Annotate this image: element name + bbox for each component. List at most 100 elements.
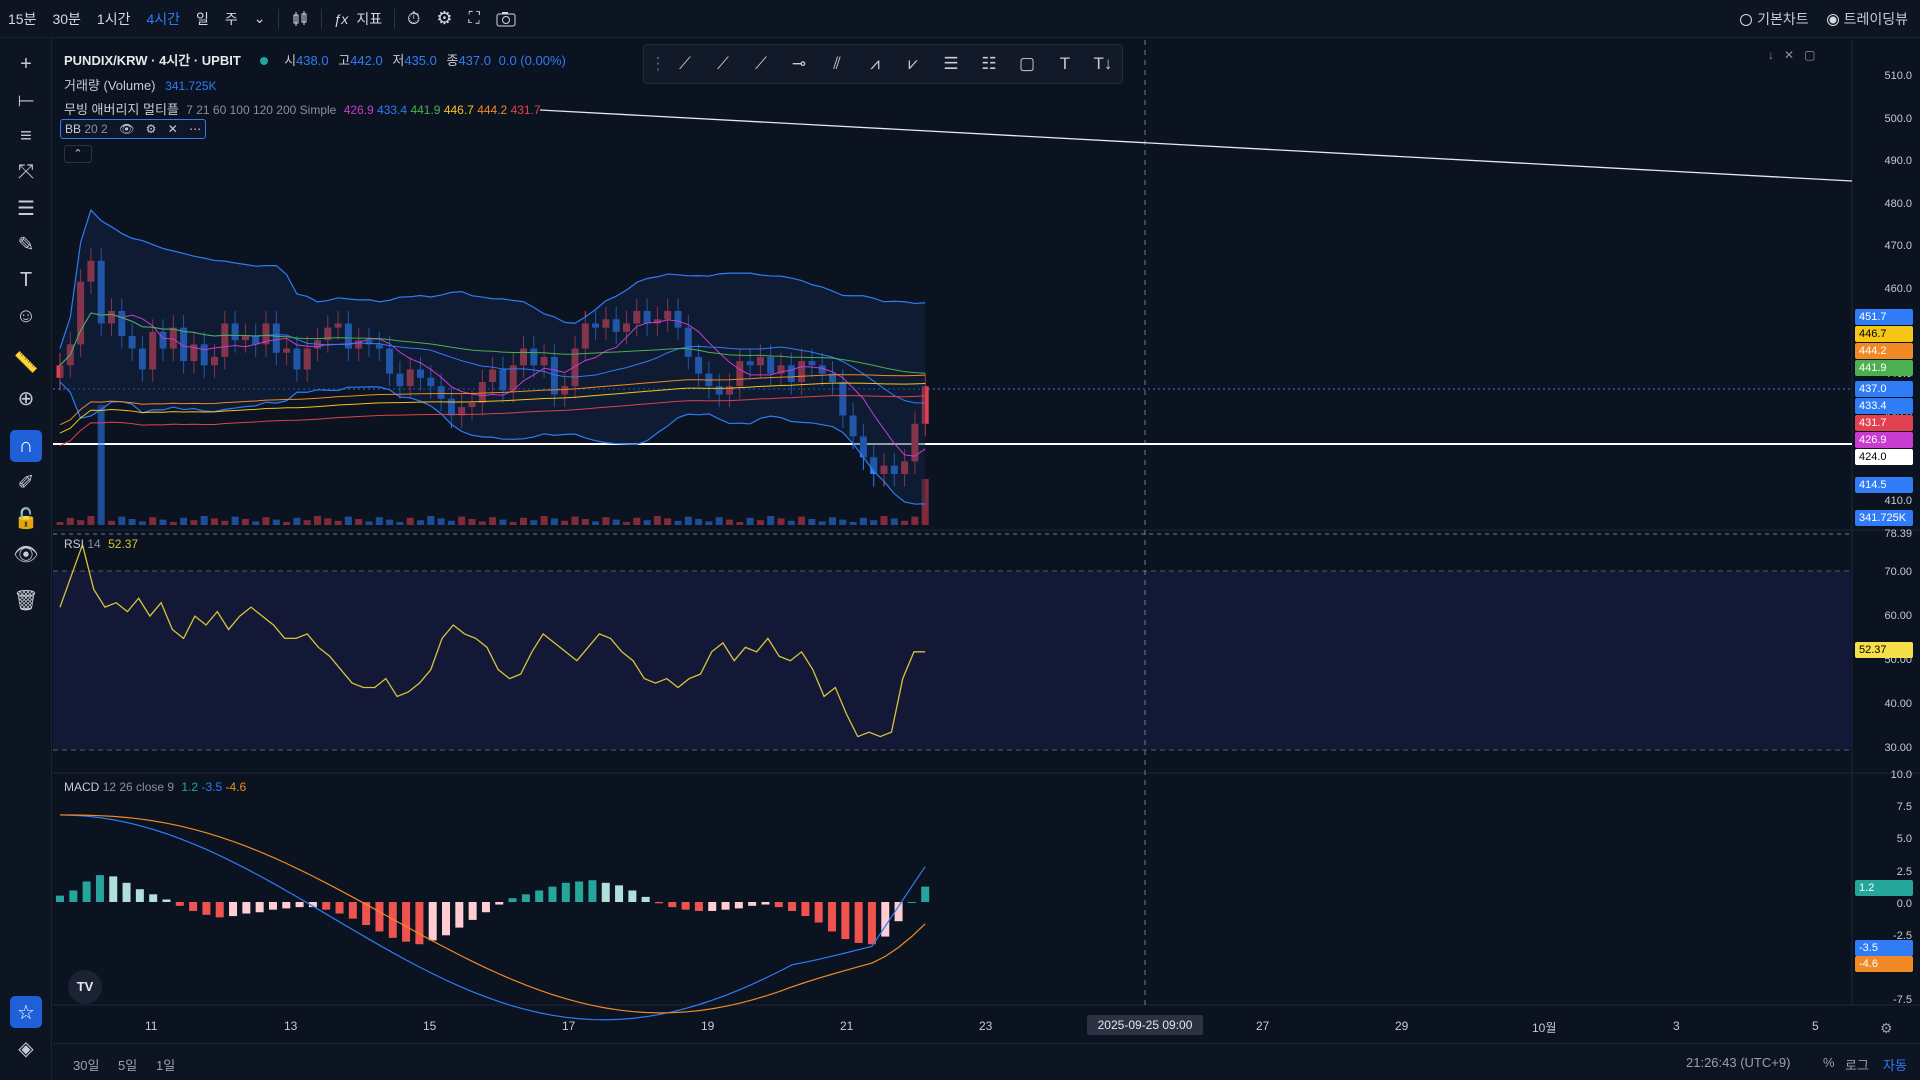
volume-legend[interactable]: 거래량 (Volume) 341.725K <box>64 75 217 94</box>
fib-tool-icon[interactable]: ☰ <box>943 54 959 73</box>
macd-histogram-bar <box>468 902 477 920</box>
interval-4h[interactable]: 4시간 <box>146 10 180 27</box>
projection-icon[interactable]: ☰ <box>17 197 35 220</box>
ray-tool-icon[interactable]: ⟋ <box>717 54 729 73</box>
range-5d[interactable]: 5일 <box>118 1058 138 1073</box>
move-down-icon[interactable]: ↓ <box>1768 48 1774 62</box>
trendline-tool-icon[interactable]: ⟋ <box>679 54 691 73</box>
eye-icon[interactable]: 👁 <box>119 122 135 136</box>
macd-histogram-bar <box>202 902 211 915</box>
interval-30m[interactable]: 30분 <box>52 10 81 27</box>
interval-15m[interactable]: 15분 <box>8 10 37 27</box>
percent-toggle[interactable]: % <box>1823 1055 1835 1070</box>
log-toggle[interactable]: 로그 <box>1845 1058 1869 1073</box>
volume-bar <box>818 521 826 525</box>
collapse-icon[interactable]: ✕ <box>1784 48 1795 62</box>
lock-icon[interactable]: 🔓 <box>13 507 39 530</box>
macd-axis-label: 0.0 <box>1896 897 1912 910</box>
candle-body <box>715 386 723 395</box>
more-icon[interactable]: ⋯ <box>189 122 202 136</box>
drag-handle-icon[interactable]: ⋮ <box>649 54 667 73</box>
candle-body <box>87 260 95 282</box>
interval-1h[interactable]: 1시간 <box>96 10 131 27</box>
range-30d[interactable]: 30일 <box>73 1058 100 1073</box>
ma-label: 무빙 애버리지 멀티플 <box>64 102 179 117</box>
macd-legend[interactable]: MACD 12 26 close 9 1.2 -3.5 -4.6 <box>64 780 246 794</box>
camera-icon[interactable] <box>488 0 524 38</box>
candle-body <box>890 465 898 474</box>
macd-histogram-bar <box>628 890 637 902</box>
rsi-label: RSI <box>64 537 85 551</box>
trend-line[interactable] <box>539 109 1853 182</box>
trash-icon[interactable]: 🗑 <box>13 589 39 612</box>
rectangle-tool-icon[interactable]: ▢ <box>1018 54 1036 73</box>
rsi-params: 14 <box>87 537 101 551</box>
candle-body <box>97 260 105 324</box>
bb-upper-line <box>59 208 926 349</box>
stay-drawing-icon[interactable]: ✐ <box>17 471 35 494</box>
maximize-icon[interactable]: ▢ <box>1804 48 1816 62</box>
emoji-icon[interactable]: ☺ <box>15 304 37 327</box>
volume-bar <box>200 516 208 525</box>
alert-icon[interactable]: ⏱ <box>407 8 421 28</box>
macd-histogram-bar <box>175 902 184 906</box>
candle-type-icon[interactable] <box>283 0 317 38</box>
text-anchor-icon[interactable]: T↓ <box>1093 54 1113 73</box>
ma-legend[interactable]: 무빙 애버리지 멀티플 7 21 60 100 120 200 Simple 4… <box>64 99 541 118</box>
interval-day[interactable]: 일 <box>196 10 209 27</box>
macd-histogram-bar <box>867 902 876 945</box>
volume-bar <box>808 519 816 525</box>
chart-canvas[interactable] <box>53 40 1920 1040</box>
candle-body <box>623 323 630 332</box>
text-tool-icon[interactable]: T <box>1059 54 1071 73</box>
candle-body <box>798 361 806 382</box>
rsi-legend[interactable]: RSI 14 52.37 <box>64 537 138 551</box>
zoom-in-icon[interactable]: ⊕ <box>17 387 35 410</box>
text-icon[interactable]: T <box>19 268 33 291</box>
candle-body <box>581 323 589 349</box>
volume-bar <box>684 516 692 525</box>
volume-bar <box>623 522 630 525</box>
interval-week[interactable]: 주 <box>224 10 238 27</box>
interval-dropdown-icon[interactable]: ⌄ <box>253 10 266 26</box>
fib-extension-icon[interactable]: ☷ <box>981 54 997 73</box>
magnet-icon[interactable]: ∩ <box>10 430 42 462</box>
range-1d[interactable]: 1일 <box>156 1058 176 1073</box>
crosshair-icon[interactable]: + <box>20 52 32 75</box>
settings-icon[interactable]: ⚙ <box>436 8 453 28</box>
symbol-title[interactable]: PUNDIX/KRW · 4시간 · UPBIT <box>64 53 241 68</box>
clock-timezone[interactable]: 21:26:43 (UTC+9) <box>1686 1055 1791 1070</box>
parallel-channel-icon[interactable]: ⫽ <box>833 54 841 73</box>
candle-body <box>283 348 291 353</box>
basic-chart-radio[interactable]: 기본차트 <box>1740 9 1809 29</box>
fullscreen-icon[interactable]: ⛶ <box>468 9 480 27</box>
fib-retracement-icon[interactable]: ≡ <box>20 124 32 147</box>
axis-settings-icon[interactable]: ⚙ <box>1880 1020 1893 1036</box>
divider <box>394 8 396 29</box>
volume-bar <box>499 519 507 525</box>
extended-line-icon[interactable]: ⟋ <box>755 54 767 73</box>
watchlist-star-icon[interactable]: ☆ <box>10 996 42 1028</box>
ruler-icon[interactable]: 📏 <box>13 351 39 374</box>
candle-body <box>437 386 445 399</box>
xabcd-pattern-icon[interactable]: ⩘ <box>870 54 880 73</box>
collapse-legend-icon[interactable]: ⌃ <box>64 145 92 163</box>
brush-icon[interactable]: ✎ <box>17 233 35 256</box>
pattern-icon[interactable]: ⤧ <box>18 160 34 183</box>
macd-histogram-bar <box>135 889 144 902</box>
abcd-pattern-icon[interactable]: ⩗ <box>908 54 918 73</box>
auto-toggle[interactable]: 자동 <box>1883 1058 1907 1073</box>
horizontal-line-icon[interactable]: ⟝ <box>17 88 35 111</box>
horizontal-ray-icon[interactable]: ⊸ <box>791 54 807 73</box>
remove-icon[interactable]: ✕ <box>167 122 178 136</box>
tradingview-radio[interactable]: 트레이딩뷰 <box>1826 9 1908 29</box>
candle-body <box>396 373 404 387</box>
bb-legend[interactable]: BB 20 2 👁 ⚙ ✕ ⋯ <box>60 119 207 139</box>
macd-histogram-bar <box>521 894 530 902</box>
layers-icon[interactable]: ◈ <box>18 1037 34 1060</box>
settings-icon[interactable]: ⚙ <box>145 122 157 136</box>
tradingview-logo[interactable]: TV <box>68 970 102 1004</box>
eye-icon[interactable]: 👁 <box>13 543 39 566</box>
indicators-button[interactable]: ƒx 지표 <box>326 0 391 38</box>
volume-bar <box>149 517 157 525</box>
